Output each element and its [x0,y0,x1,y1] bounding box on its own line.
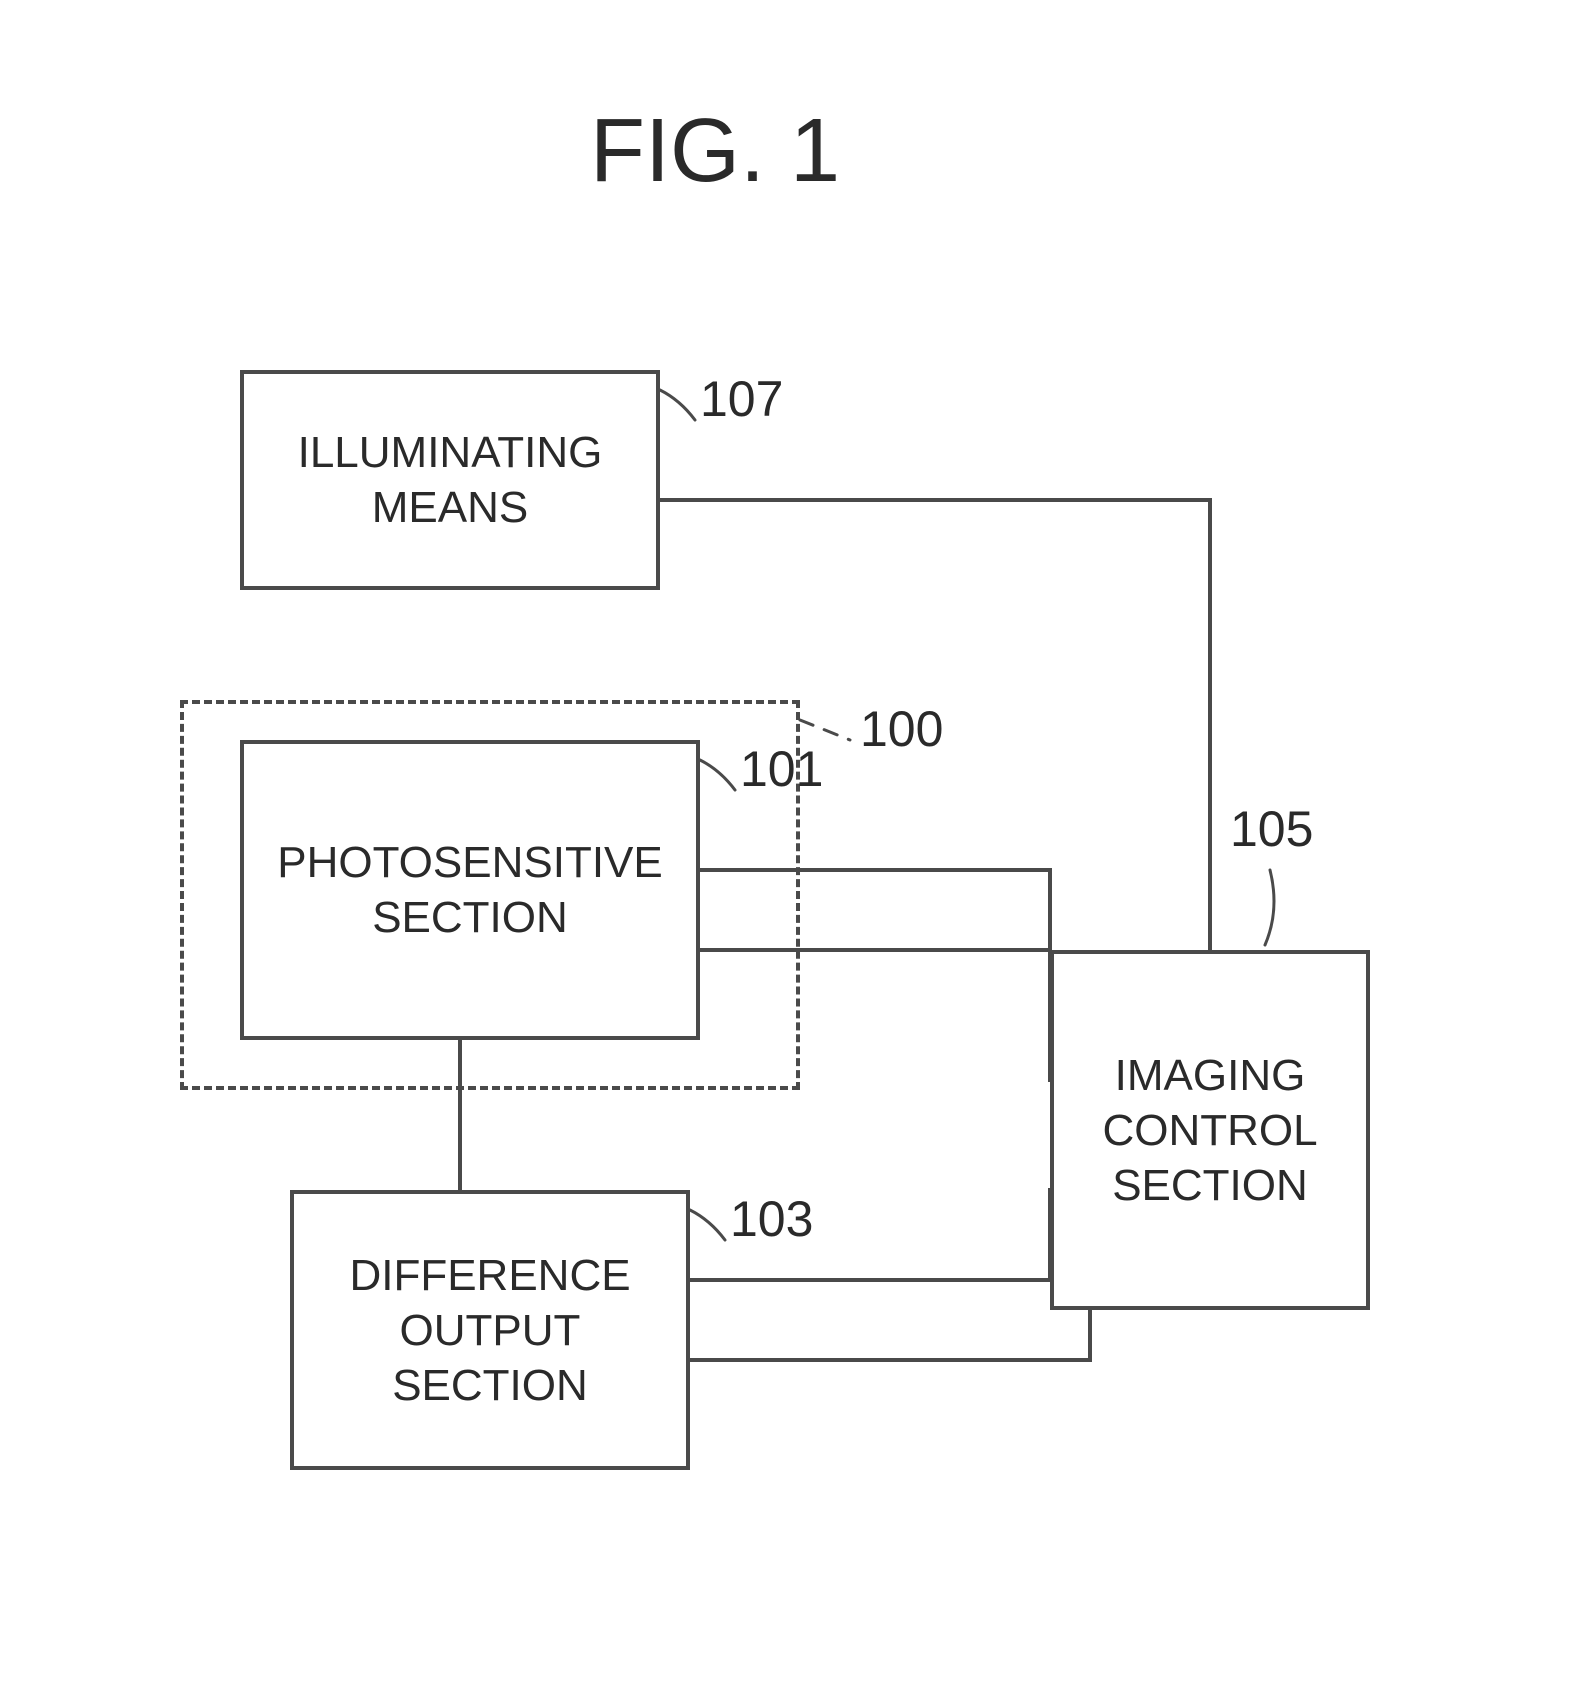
ref-105: 105 [1230,800,1313,858]
box-difference-output-section: DIFFERENCE OUTPUT SECTION [290,1190,690,1470]
box-illuminating-means: ILLUMINATING MEANS [240,370,660,590]
box-photosensitive-section: PHOTOSENSITIVE SECTION [240,740,700,1040]
ref-107: 107 [700,370,783,428]
ref-103: 103 [730,1190,813,1248]
box-imaging-control-section: IMAGING CONTROL SECTION [1050,950,1370,1310]
ref-101: 101 [740,740,823,798]
diagram-stage: FIG. 1 ILLUMINATING MEANS PHOTOSENSITIVE… [0,0,1571,1702]
figure-title: FIG. 1 [590,100,840,203]
ref-100: 100 [860,700,943,758]
